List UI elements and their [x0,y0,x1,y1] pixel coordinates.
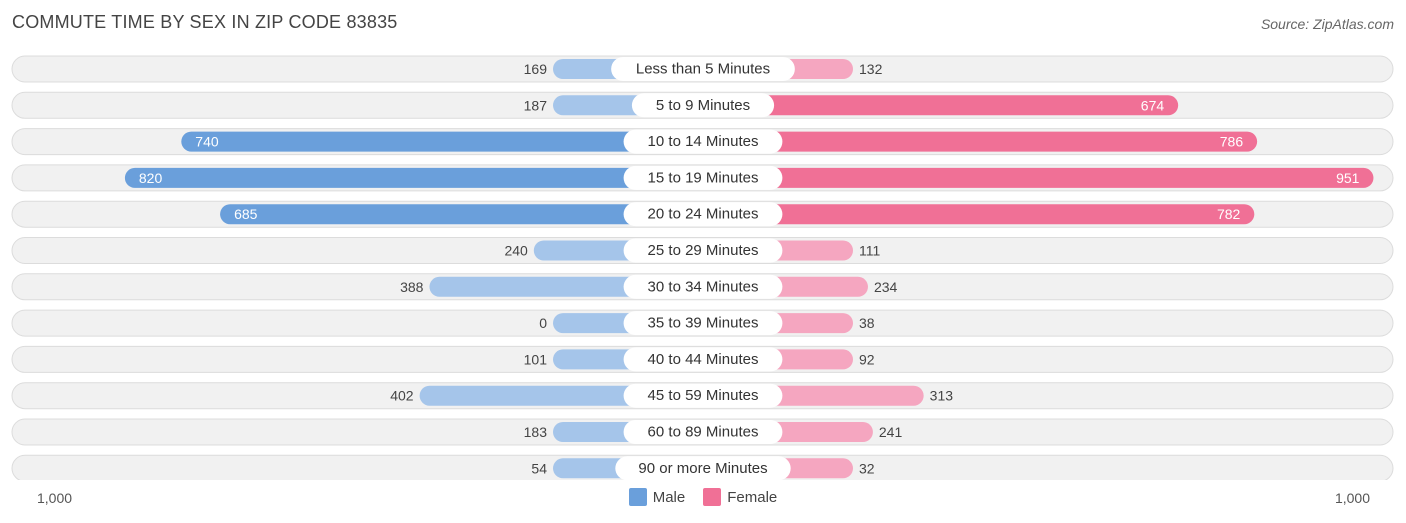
legend-item-female[interactable]: Female [703,488,777,506]
category-label-bg [615,456,791,480]
female-value-label: 32 [859,460,875,476]
legend-female-label: Female [727,488,778,506]
category-label-bg [623,274,783,299]
female-value-label: 674 [1141,97,1165,113]
category-label: 20 to 24 Minutes [648,206,759,223]
category-label: 60 to 89 Minutes [648,424,759,441]
male-bar [181,131,704,152]
category-label: 35 to 39 Minutes [648,315,759,332]
category-label-bg [623,383,783,408]
female-bar [703,95,1179,116]
male-value-label: 820 [139,170,163,186]
male-swatch [628,488,647,506]
axis-left-label: 1,000 [37,490,73,506]
category-label-bg [623,129,783,154]
category-label-bg [623,420,783,444]
category-label: 10 to 14 Minutes [648,133,759,150]
female-value-label: 111 [859,243,880,259]
category-label-bg [623,311,783,336]
male-value-label: 240 [504,243,528,259]
male-value-label: 388 [400,279,424,295]
female-value-label: 92 [859,351,875,367]
category-label-bg [623,165,783,190]
male-bar [124,167,703,188]
category-label-bg [623,347,783,372]
female-value-label: 234 [874,279,898,295]
female-value-label: 951 [1336,170,1360,186]
male-value-label: 101 [524,351,548,367]
category-label: 30 to 34 Minutes [648,278,759,295]
male-value-label: 740 [195,134,219,150]
category-label: 5 to 9 Minutes [656,97,750,114]
male-value-label: 0 [539,315,547,331]
female-value-label: 132 [859,61,883,77]
male-value-label: 54 [531,460,547,476]
male-value-label: 402 [390,388,414,404]
female-swatch [703,488,722,506]
category-label-bg [623,202,783,227]
female-bar [703,167,1374,188]
category-label: 40 to 44 Minutes [648,351,759,368]
category-label: Less than 5 Minutes [636,61,770,78]
chart-svg: 169 132 Less than 5 Minutes 187 674 5 to 9 Mi… [11,55,1394,480]
category-label: 45 to 59 Minutes [648,387,759,404]
male-bar [220,204,703,225]
category-label-bg [611,57,795,81]
legend: Male Female [0,488,1406,506]
female-value-label: 782 [1217,206,1241,222]
male-value-label: 183 [524,424,548,440]
legend-item-male[interactable]: Male [628,488,686,506]
category-label: 25 to 29 Minutes [648,242,759,259]
female-value-label: 38 [859,315,875,331]
female-value-label: 241 [879,424,903,440]
male-value-label: 187 [524,97,548,113]
category-label: 90 or more Minutes [638,460,767,477]
legend-male-label: Male [652,488,686,506]
female-bar [703,204,1255,225]
female-bar [703,131,1258,152]
female-value-label: 786 [1220,134,1244,150]
female-value-label: 313 [930,388,954,404]
category-label-bg [631,93,775,118]
axis-right-label: 1,000 [1334,490,1370,506]
male-value-label: 685 [234,206,258,222]
male-value-label: 169 [524,61,548,77]
chart-title: COMMUTE TIME BY SEX IN ZIP CODE 83835 [12,12,398,32]
category-label-bg [623,238,783,263]
source-credit: Source: ZipAtlas.com [1260,16,1394,32]
category-label: 15 to 19 Minutes [648,169,759,186]
